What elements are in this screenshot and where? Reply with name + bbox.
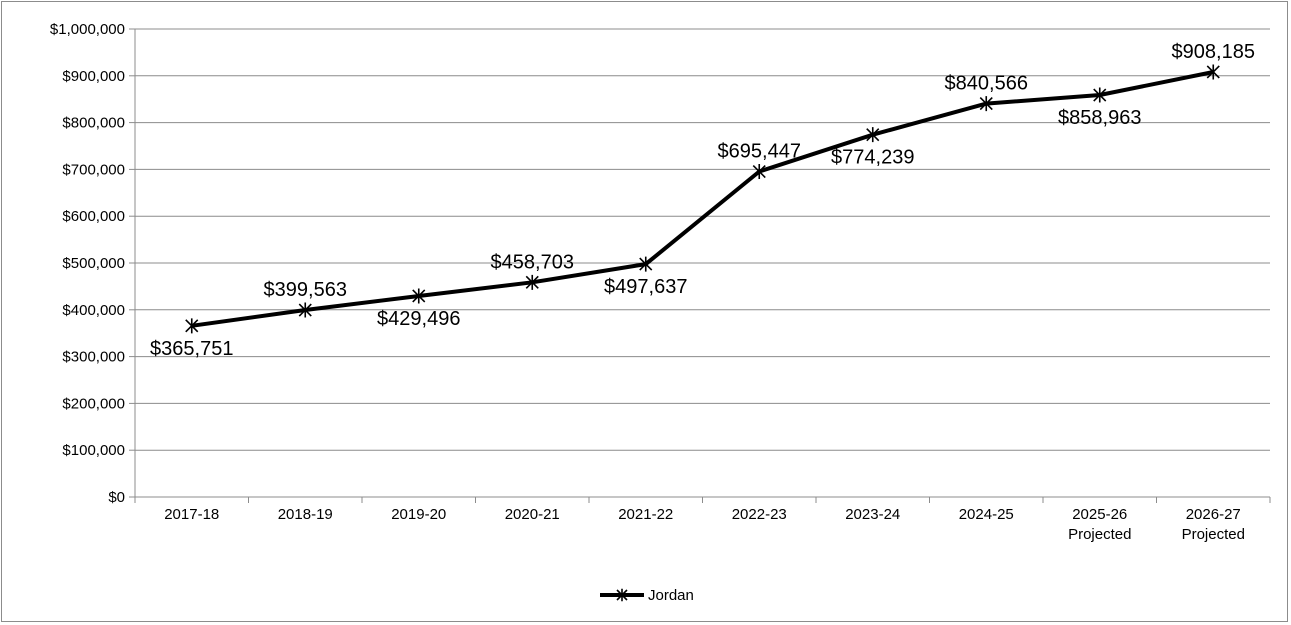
y-tick-label: $300,000 (62, 349, 125, 366)
x-tick-label: 2019-20 (391, 506, 446, 523)
x-tick-label: 2017-18 (164, 506, 219, 523)
data-point-marker (298, 302, 312, 318)
data-label: $429,496 (377, 308, 460, 330)
y-tick-label: $600,000 (62, 208, 125, 225)
y-tick-label: $100,000 (62, 442, 125, 459)
y-tick-label: $700,000 (62, 161, 125, 178)
y-tick-label: $400,000 (62, 302, 125, 319)
data-label: $858,963 (1058, 107, 1141, 129)
series-line-jordan (191, 70, 1214, 328)
data-label: $908,185 (1172, 41, 1255, 63)
data-label: $399,563 (264, 279, 347, 301)
x-tick-label: 2023-24 (845, 506, 900, 523)
data-point-marker (866, 127, 880, 143)
x-tick-label: Projected (1068, 526, 1131, 543)
data-point-marker (1206, 64, 1220, 80)
legend-label-jordan: Jordan (648, 587, 694, 604)
data-point-marker (752, 164, 766, 180)
x-tick-label: 2022-23 (732, 506, 787, 523)
data-label: $365,751 (150, 338, 233, 360)
data-point-marker (185, 318, 199, 334)
x-tick-label: 2025-26 (1072, 506, 1127, 523)
data-point-marker (979, 96, 993, 112)
y-tick-label: $200,000 (62, 395, 125, 412)
data-point-marker (412, 288, 426, 304)
data-label: $497,637 (604, 276, 687, 298)
data-label: $840,566 (945, 73, 1028, 95)
x-tick-label: 2021-22 (618, 506, 673, 523)
y-tick-label: $900,000 (62, 68, 125, 85)
data-point-marker (1093, 87, 1107, 103)
x-tick-label: Projected (1182, 526, 1245, 543)
x-tick-label: 2018-19 (278, 506, 333, 523)
y-tick-label: $500,000 (62, 255, 125, 272)
data-point-marker (639, 256, 653, 272)
data-label: $774,239 (831, 147, 914, 169)
x-tick-label: 2024-25 (959, 506, 1014, 523)
y-tick-label: $800,000 (62, 115, 125, 132)
y-tick-label: $1,000,000 (50, 21, 125, 38)
data-label: $458,703 (491, 251, 574, 273)
data-point-marker (525, 274, 539, 290)
legend-marker-jordan (616, 588, 628, 602)
x-tick-label: 2026-27 (1186, 506, 1241, 523)
y-tick-label: $0 (108, 489, 125, 506)
x-tick-label: 2020-21 (505, 506, 560, 523)
data-label: $695,447 (718, 141, 801, 163)
